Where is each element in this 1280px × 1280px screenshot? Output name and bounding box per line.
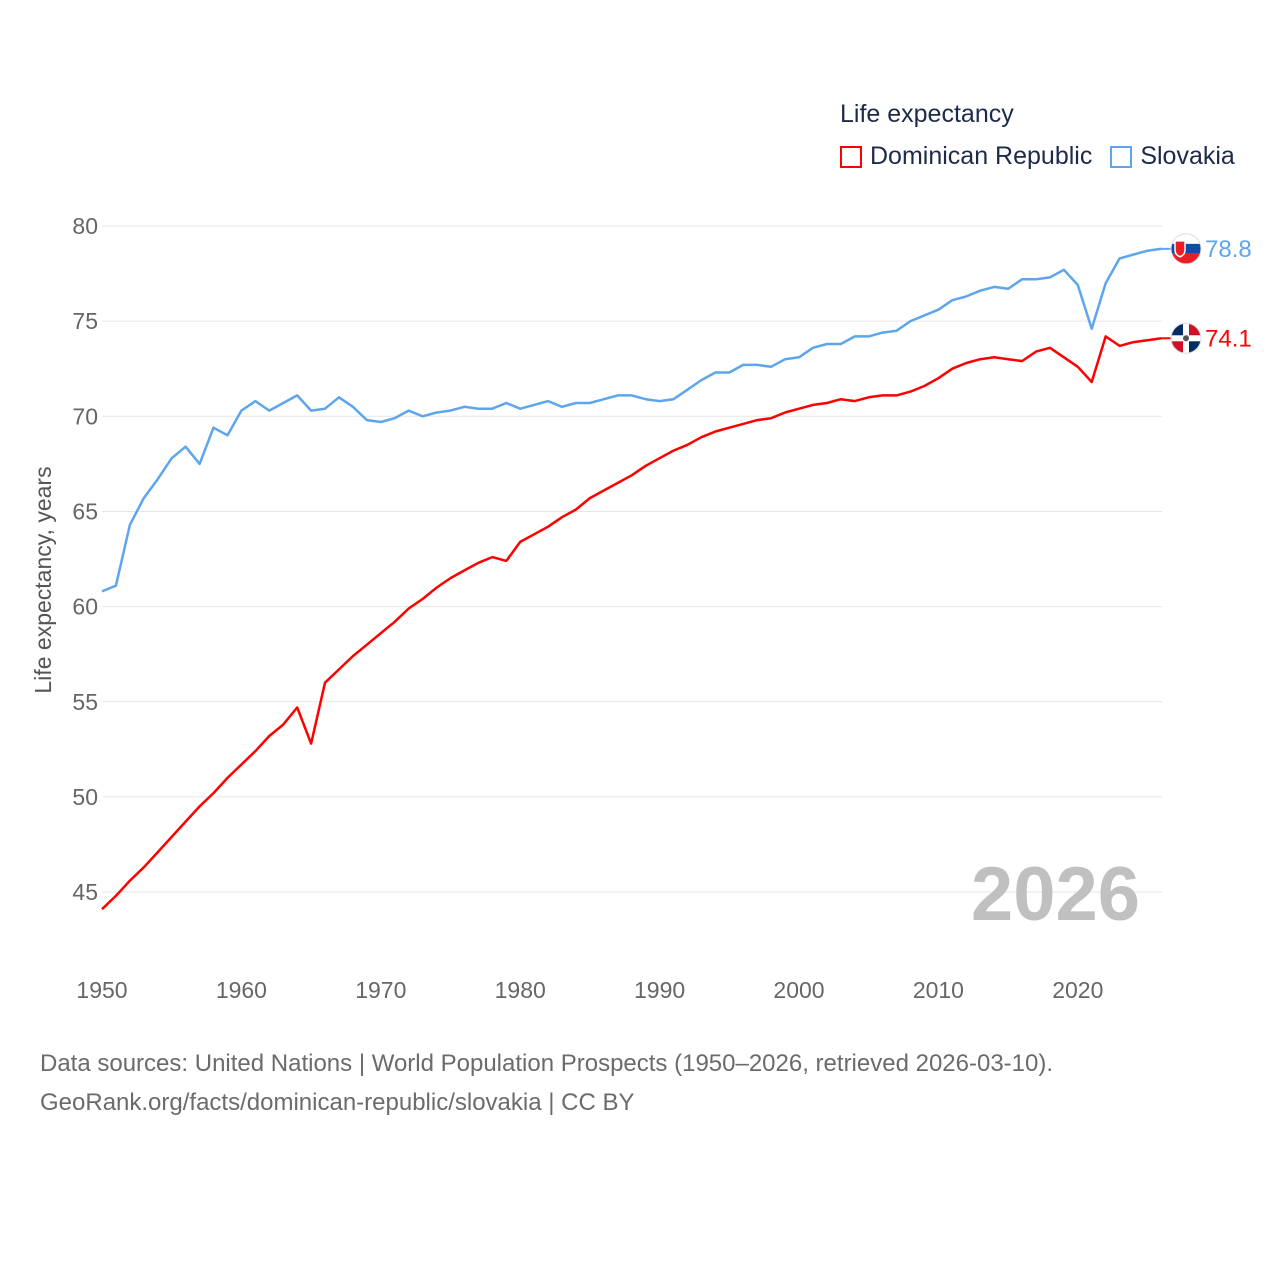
flag-stripe bbox=[1171, 253, 1201, 264]
y-tick-label: 75 bbox=[72, 308, 98, 334]
flag-dominican-republic-icon bbox=[1170, 322, 1202, 354]
flag-quarter bbox=[1189, 341, 1201, 354]
legend-label: Dominican Republic bbox=[870, 142, 1093, 170]
source-line-2[interactable]: GeoRank.org/facts/dominican-republic/slo… bbox=[40, 1089, 635, 1116]
x-tick-label: 2000 bbox=[773, 977, 824, 1003]
y-tick-label: 80 bbox=[72, 213, 98, 239]
y-tick-label: 60 bbox=[72, 594, 98, 620]
x-tick-label: 2010 bbox=[913, 977, 964, 1003]
y-tick-label: 55 bbox=[72, 689, 98, 715]
x-tick-label: 2020 bbox=[1052, 977, 1103, 1003]
flag-stripe bbox=[1171, 243, 1201, 254]
source-note: Data sources: United Nations | World Pop… bbox=[40, 1044, 1053, 1122]
series-line-dominican-republic bbox=[101, 335, 1162, 911]
end-value-label: 78.8 bbox=[1205, 236, 1252, 263]
y-tick-label: 45 bbox=[72, 879, 98, 905]
end-value-label: 74.1 bbox=[1205, 325, 1252, 352]
flag-stripe bbox=[1171, 233, 1201, 244]
y-tick-label: 50 bbox=[72, 784, 98, 810]
legend-item-dominican-republic[interactable]: Dominican Republic bbox=[840, 142, 1092, 171]
legend: Dominican Republic Slovakia bbox=[840, 142, 1235, 171]
y-tick-label: 65 bbox=[72, 498, 98, 524]
flag-emblem bbox=[1183, 335, 1189, 342]
flag-slovakia-icon bbox=[1170, 233, 1202, 265]
x-tick-label: 1970 bbox=[355, 977, 406, 1003]
y-axis-label: Life expectancy, years bbox=[30, 466, 56, 693]
flag-shield bbox=[1174, 240, 1186, 258]
year-watermark: 2026 bbox=[971, 852, 1140, 937]
x-tick-label: 1980 bbox=[495, 977, 546, 1003]
flag-quarter bbox=[1189, 323, 1201, 336]
x-tick-label: 1950 bbox=[76, 977, 127, 1003]
x-tick-label: 1990 bbox=[634, 977, 685, 1003]
x-tick-label: 1960 bbox=[216, 977, 267, 1003]
legend-swatch bbox=[840, 145, 862, 168]
legend-title: Life expectancy bbox=[840, 100, 1014, 128]
legend-label: Slovakia bbox=[1140, 142, 1235, 170]
legend-item-slovakia[interactable]: Slovakia bbox=[1110, 142, 1235, 171]
flag-border bbox=[1170, 322, 1202, 354]
source-line-1: Data sources: United Nations | World Pop… bbox=[40, 1050, 1054, 1077]
flag-border bbox=[1170, 233, 1202, 265]
series-line-slovakia bbox=[101, 247, 1162, 593]
y-tick-label: 70 bbox=[72, 403, 98, 429]
flag-quarter bbox=[1171, 323, 1183, 336]
legend-swatch bbox=[1110, 145, 1133, 168]
flag-quarter bbox=[1171, 341, 1183, 354]
flag-body bbox=[1171, 233, 1201, 264]
